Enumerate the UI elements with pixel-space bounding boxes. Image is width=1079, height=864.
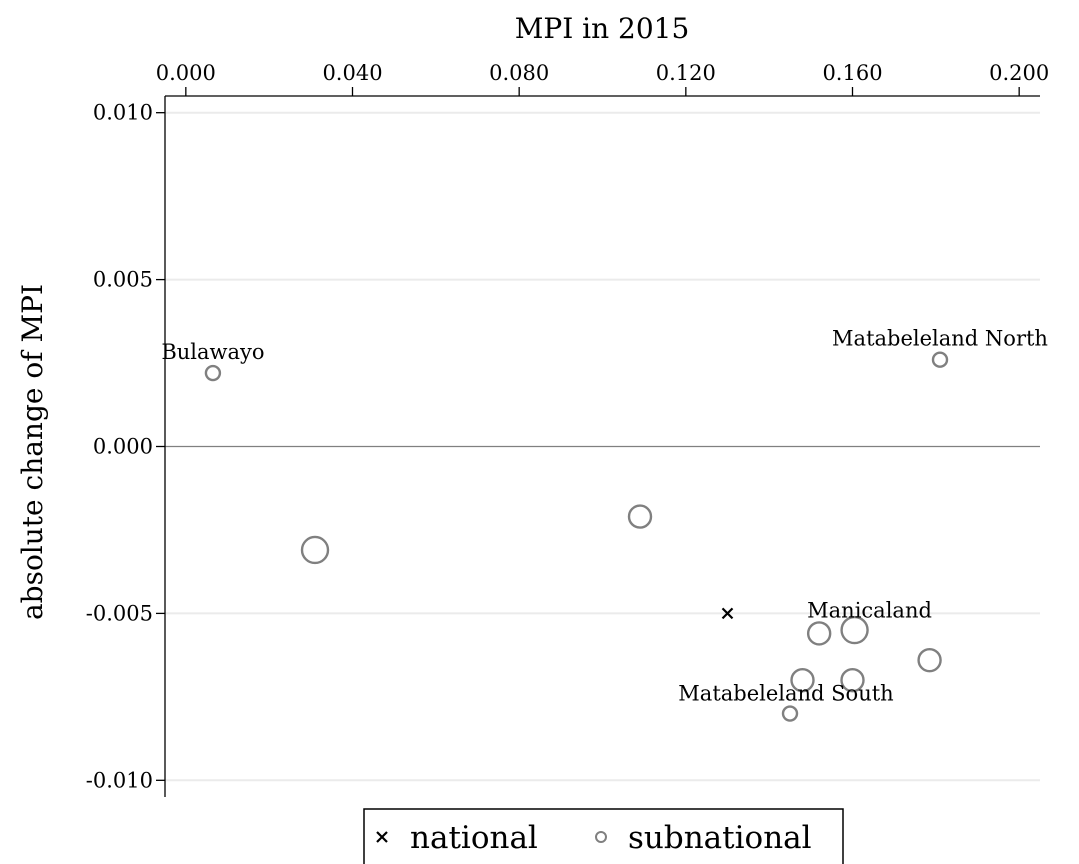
legend-marker-national [376, 831, 388, 843]
subnational-point [204, 364, 222, 382]
point-labels: Bulawayo Matabeleland North Manicaland Mata… [161, 327, 1048, 706]
x-ticks: 0.000 0.040 0.080 0.120 0.160 0.200 [156, 61, 1049, 96]
data-points [204, 351, 949, 722]
y-axis-title: absolute change of MPI [16, 284, 49, 620]
subnational-point [840, 667, 865, 693]
y-tick-label: 0.000 [93, 435, 153, 459]
legend-marker-subnational [595, 831, 607, 843]
x-tick-label: 0.000 [156, 61, 216, 85]
point-label: Matabeleland South [678, 682, 893, 706]
subnational-point [917, 647, 942, 673]
x-axis-title: MPI in 2015 [515, 12, 690, 45]
point-label: Matabeleland North [832, 327, 1048, 351]
gridlines [165, 111, 1040, 782]
subnational-point [300, 535, 330, 565]
x-tick-label: 0.200 [989, 61, 1049, 85]
subnational-point [840, 615, 869, 645]
subnational-point [806, 621, 832, 646]
y-tick-label: -0.010 [86, 768, 153, 792]
point-label: Bulawayo [161, 340, 264, 364]
legend-label-subnational: subnational [628, 820, 812, 856]
y-tick-label: -0.005 [86, 601, 153, 625]
y-tick-label: 0.005 [93, 268, 153, 292]
x-tick-label: 0.160 [822, 61, 882, 85]
y-ticks: 0.010 0.005 0.000 -0.005 -0.010 [86, 101, 165, 792]
subnational-point [627, 504, 653, 529]
subnational-point [781, 705, 799, 722]
legend-box [363, 808, 844, 864]
legend: national subnational [363, 808, 844, 864]
x-tick-label: 0.120 [656, 61, 716, 85]
legend-label-national: national [410, 820, 538, 856]
x-tick-label: 0.080 [489, 61, 549, 85]
y-tick-label: 0.010 [93, 101, 153, 125]
subnational-point [790, 667, 815, 693]
national-point [721, 607, 734, 620]
subnational-point [931, 351, 949, 368]
point-label: Manicaland [807, 598, 932, 622]
x-tick-label: 0.040 [322, 61, 382, 85]
